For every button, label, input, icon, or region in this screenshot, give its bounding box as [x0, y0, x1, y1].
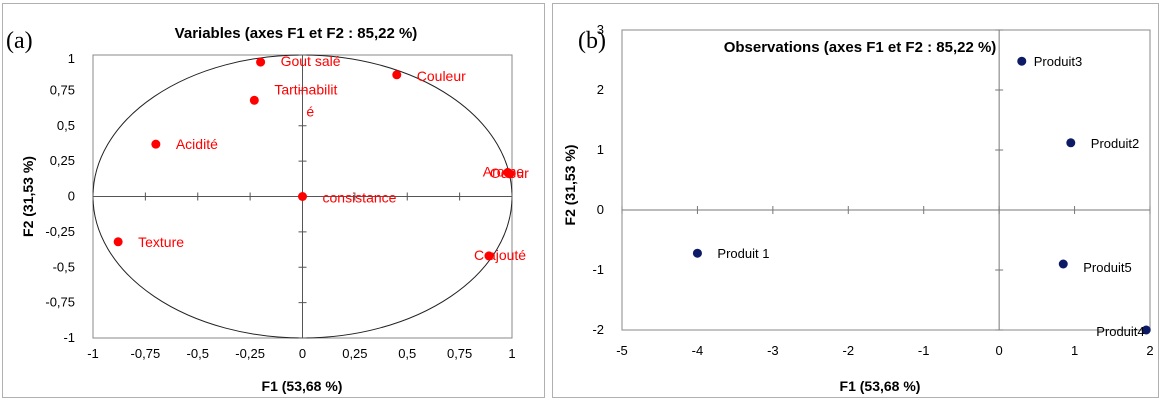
x-tick-label-b: -1	[918, 343, 930, 358]
x-tick-label-a: -0,5	[187, 346, 209, 361]
y-tick-label-b: 0	[597, 202, 604, 217]
x-tick-label-a: 0,25	[342, 346, 367, 361]
variable-label-line2: é	[306, 103, 314, 119]
variable-point	[256, 57, 266, 67]
y-axis-title-b: F2 (31,53 %)	[562, 145, 578, 226]
chart-title-b: Observations (axes F1 et F2 : 85,22 %)	[724, 39, 997, 56]
observation-label: Produit2	[1091, 136, 1139, 151]
x-tick-label-b: -4	[692, 343, 704, 358]
variable-point	[298, 192, 307, 201]
y-tick-label-a: -0,75	[45, 295, 75, 310]
variable-point	[484, 251, 494, 261]
y-tick-label-b: 3	[597, 22, 604, 37]
variable-point	[151, 139, 161, 149]
variable-label: Odeur	[490, 165, 529, 181]
y-tick-label-a: 0	[68, 189, 75, 204]
y-tick-label-b: -2	[592, 322, 604, 337]
x-tick-label-b: -3	[767, 343, 779, 358]
plot-area-frame-b	[621, 29, 1151, 331]
x-axis-title-a: F1 (53,68 %)	[262, 378, 343, 394]
y-tick-label-b: 1	[597, 142, 604, 157]
observation-point	[1017, 56, 1027, 66]
variable-label: Tartinabilit	[274, 81, 337, 97]
x-tick-label-a: 0,75	[447, 346, 472, 361]
x-tick-label-b: -2	[843, 343, 855, 358]
variable-label: C ajouté	[474, 247, 526, 263]
x-tick-label-b: 2	[1146, 343, 1153, 358]
variable-label: Acidité	[176, 136, 218, 152]
variable-label: Texture	[138, 234, 184, 250]
observation-point	[692, 248, 702, 258]
x-tick-label-b: 0	[996, 343, 1003, 358]
observation-label: Produit5	[1083, 260, 1131, 275]
x-tick-label-a: -1	[87, 346, 99, 361]
panel-label-a: (a)	[6, 28, 33, 54]
chart-title-a: Variables (axes F1 et F2 : 85,22 %)	[175, 25, 418, 42]
variable-point	[505, 169, 515, 179]
variable-label: consistance	[323, 190, 397, 206]
variable-point	[392, 70, 402, 80]
x-tick-label-a: 1	[508, 346, 515, 361]
x-tick-label-a: 0,5	[398, 346, 416, 361]
y-tick-label-a: 1	[68, 51, 75, 66]
variable-point	[113, 237, 123, 247]
x-tick-label-a: -0,25	[235, 346, 265, 361]
observation-point	[1066, 138, 1076, 148]
variable-label: Gout salé	[281, 53, 341, 69]
observation-label: Produit 1	[717, 246, 769, 261]
observation-label: Produit3	[1034, 54, 1082, 69]
variable-label: Couleur	[417, 68, 466, 84]
y-tick-label-a: 0,5	[57, 118, 75, 133]
y-tick-label-a: 0,75	[50, 82, 75, 97]
y-tick-label-a: -1	[63, 330, 75, 345]
x-tick-label-b: 1	[1071, 343, 1078, 358]
y-tick-label-a: -0,25	[45, 224, 75, 239]
chart-panel-observations: (b)	[552, 3, 1159, 398]
observation-point	[1058, 259, 1068, 269]
observation-label: Produit4	[1096, 324, 1144, 339]
panel-label-b: (b)	[578, 28, 606, 54]
y-axis-title-a: F2 (31,53 %)	[20, 156, 36, 237]
y-tick-label-a: -0,5	[53, 259, 75, 274]
x-tick-label-b: -5	[616, 343, 628, 358]
y-tick-label-a: 0,25	[50, 153, 75, 168]
x-tick-label-a: -0,75	[131, 346, 161, 361]
observation-point	[1141, 325, 1151, 335]
x-axis-title-b: F1 (53,68 %)	[840, 378, 921, 394]
x-tick-label-a: 0	[299, 346, 306, 361]
y-tick-label-b: -1	[592, 262, 604, 277]
variable-point	[249, 95, 259, 105]
y-tick-label-b: 2	[597, 82, 604, 97]
